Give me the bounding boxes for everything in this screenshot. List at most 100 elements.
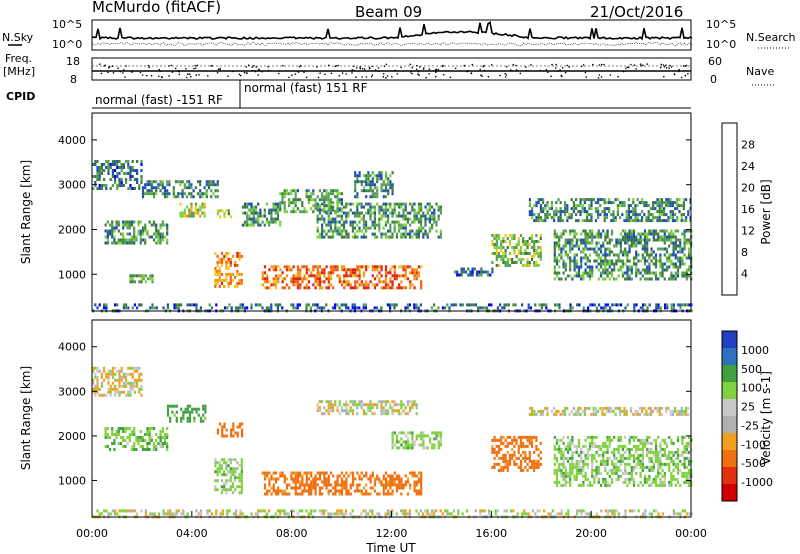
data-cell (595, 471, 598, 475)
data-cell (103, 378, 106, 382)
data-cell (467, 273, 470, 277)
data-cell (376, 202, 379, 206)
data-cell (415, 412, 418, 416)
data-cell (141, 448, 145, 451)
data-cell (608, 201, 611, 205)
data-cell (356, 235, 359, 239)
data-cell (562, 244, 565, 248)
data-cell (354, 477, 357, 481)
freq-dot (219, 68, 221, 71)
data-cell (219, 422, 222, 426)
data-cell (100, 163, 103, 166)
data-cell (478, 273, 481, 277)
data-cell (537, 462, 540, 466)
data-cell (608, 456, 611, 460)
data-cell (279, 220, 282, 224)
data-cell (186, 205, 189, 209)
data-cell (395, 303, 398, 307)
data-cell (223, 257, 226, 261)
data-cell (288, 492, 291, 496)
data-cell (141, 445, 145, 448)
data-cell (519, 441, 523, 445)
data-cell (266, 489, 269, 493)
data-cell (334, 403, 337, 407)
data-cell (417, 434, 421, 438)
data-cell (452, 303, 455, 307)
data-cell (387, 474, 390, 478)
freq-dot (123, 69, 125, 71)
data-cell (480, 270, 483, 274)
freq-dot (519, 72, 522, 75)
data-cell (411, 271, 414, 275)
data-cell (236, 263, 239, 267)
data-cell (380, 232, 383, 236)
data-cell (367, 180, 370, 184)
data-cell (395, 474, 399, 478)
data-cell (369, 208, 372, 212)
data-cell (400, 477, 403, 481)
data-cell (586, 216, 589, 220)
data-cell (468, 303, 471, 307)
data-cell (621, 213, 624, 217)
data-cell (687, 274, 691, 278)
data-cell (117, 442, 120, 445)
data-cell (564, 210, 567, 214)
data-cell (676, 207, 679, 211)
data-cell (625, 412, 628, 416)
data-cell (495, 234, 498, 237)
data-cell (417, 274, 421, 278)
data-cell (384, 480, 388, 484)
data-cell (641, 465, 644, 469)
data-cell (415, 235, 418, 239)
data-cell (113, 448, 116, 451)
data-cell (553, 453, 556, 457)
data-cell (220, 479, 224, 483)
data-cell (318, 211, 321, 215)
data-cell (367, 492, 370, 496)
data-cell (610, 409, 613, 413)
data-cell (573, 235, 576, 239)
data-cell (148, 427, 151, 430)
data-cell (296, 486, 300, 490)
data-cell (107, 381, 110, 385)
data-cell (582, 462, 585, 466)
data-cell (323, 195, 326, 199)
data-cell (437, 431, 440, 435)
data-cell (402, 403, 405, 407)
data-cell (528, 441, 531, 445)
data-cell (216, 183, 219, 187)
data-cell (553, 412, 556, 416)
data-cell (373, 286, 377, 290)
data-cell (582, 483, 585, 487)
data-cell (296, 277, 300, 281)
data-cell (577, 412, 580, 416)
data-cell (155, 223, 158, 227)
data-cell (354, 403, 357, 407)
data-cell (535, 240, 538, 243)
data-cell (531, 412, 534, 416)
data-cell (118, 160, 121, 163)
data-cell (573, 450, 576, 454)
data-cell (155, 226, 158, 230)
data-cell (210, 306, 213, 310)
data-cell (140, 277, 143, 281)
data-cell (325, 471, 328, 475)
data-cell (431, 226, 434, 230)
data-cell (619, 216, 622, 220)
data-cell (318, 286, 322, 290)
data-cell (433, 220, 436, 224)
data-cell (657, 238, 660, 242)
data-cell (329, 471, 333, 475)
data-cell (117, 223, 120, 227)
data-cell (588, 265, 592, 269)
data-cell (564, 477, 567, 481)
data-cell (681, 247, 684, 251)
data-cell (571, 229, 574, 233)
data-cell (268, 280, 271, 284)
data-cell (643, 238, 647, 242)
data-cell (659, 262, 662, 266)
data-cell (648, 256, 651, 260)
data-cell (131, 375, 134, 379)
data-cell (296, 198, 299, 202)
data-cell (613, 453, 616, 457)
